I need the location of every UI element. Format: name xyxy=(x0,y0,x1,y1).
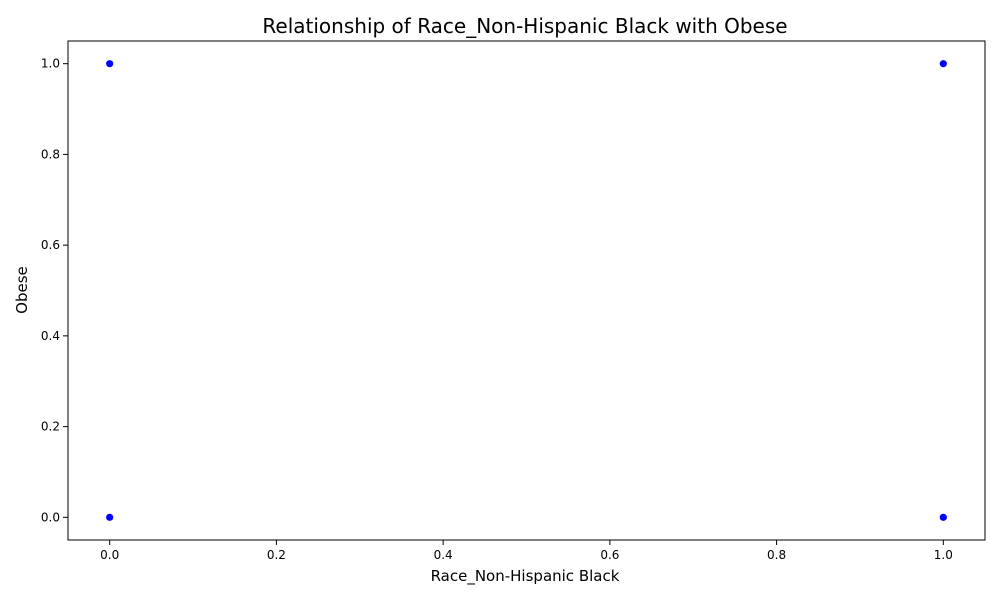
x-tick-label: 0.4 xyxy=(434,548,453,562)
x-tick-label: 1.0 xyxy=(934,548,953,562)
y-tick-label: 0.4 xyxy=(41,329,60,343)
chart-title: Relationship of Race_Non-Hispanic Black … xyxy=(262,14,787,38)
plot-frame xyxy=(67,40,986,541)
x-tick-label: 0.8 xyxy=(767,548,786,562)
y-tick-label: 0.6 xyxy=(41,238,60,252)
x-tick-label: 0.0 xyxy=(100,548,119,562)
data-point xyxy=(938,59,948,69)
data-point xyxy=(105,512,115,522)
x-axis-label: Race_Non-Hispanic Black xyxy=(431,567,620,586)
y-tick-label: 0.0 xyxy=(41,510,60,524)
plot-area: 0.0 0.2 0.4 0.6 0.8 1.0 0.0 0.2 0.4 0.6 0.8 1.0 xyxy=(41,40,986,562)
y-tick-label: 1.0 xyxy=(41,57,60,71)
y-axis-label: Obese xyxy=(13,266,31,314)
data-point xyxy=(938,512,948,522)
x-tick-label: 0.2 xyxy=(267,548,286,562)
x-tick-label: 0.6 xyxy=(600,548,619,562)
y-tick-label: 0.8 xyxy=(41,147,60,161)
data-point xyxy=(105,59,115,69)
y-tick-label: 0.2 xyxy=(41,420,60,434)
